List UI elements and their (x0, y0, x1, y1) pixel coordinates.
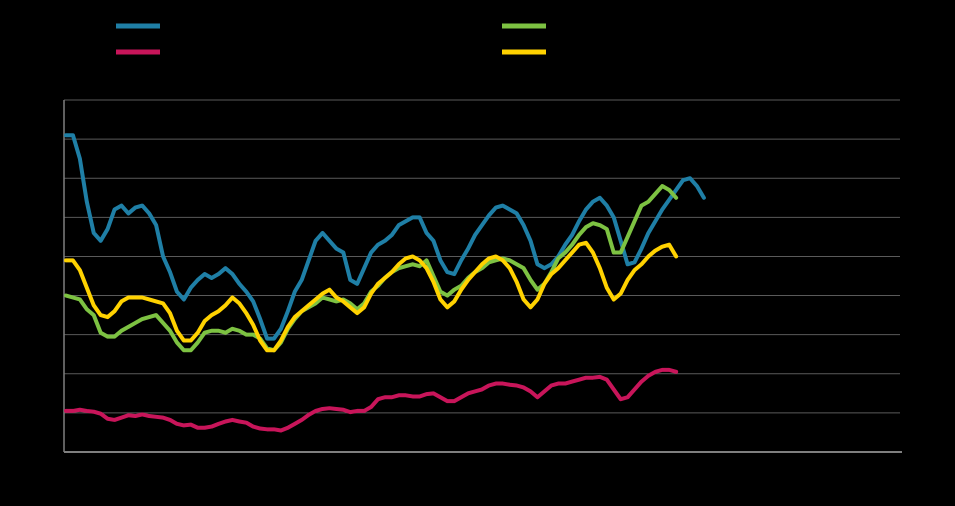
series-line-1 (64, 133, 706, 341)
series-group (64, 133, 706, 433)
series-line-4 (64, 240, 679, 353)
gridlines (64, 99, 900, 414)
legend (116, 23, 546, 55)
series-line-3 (64, 367, 679, 433)
